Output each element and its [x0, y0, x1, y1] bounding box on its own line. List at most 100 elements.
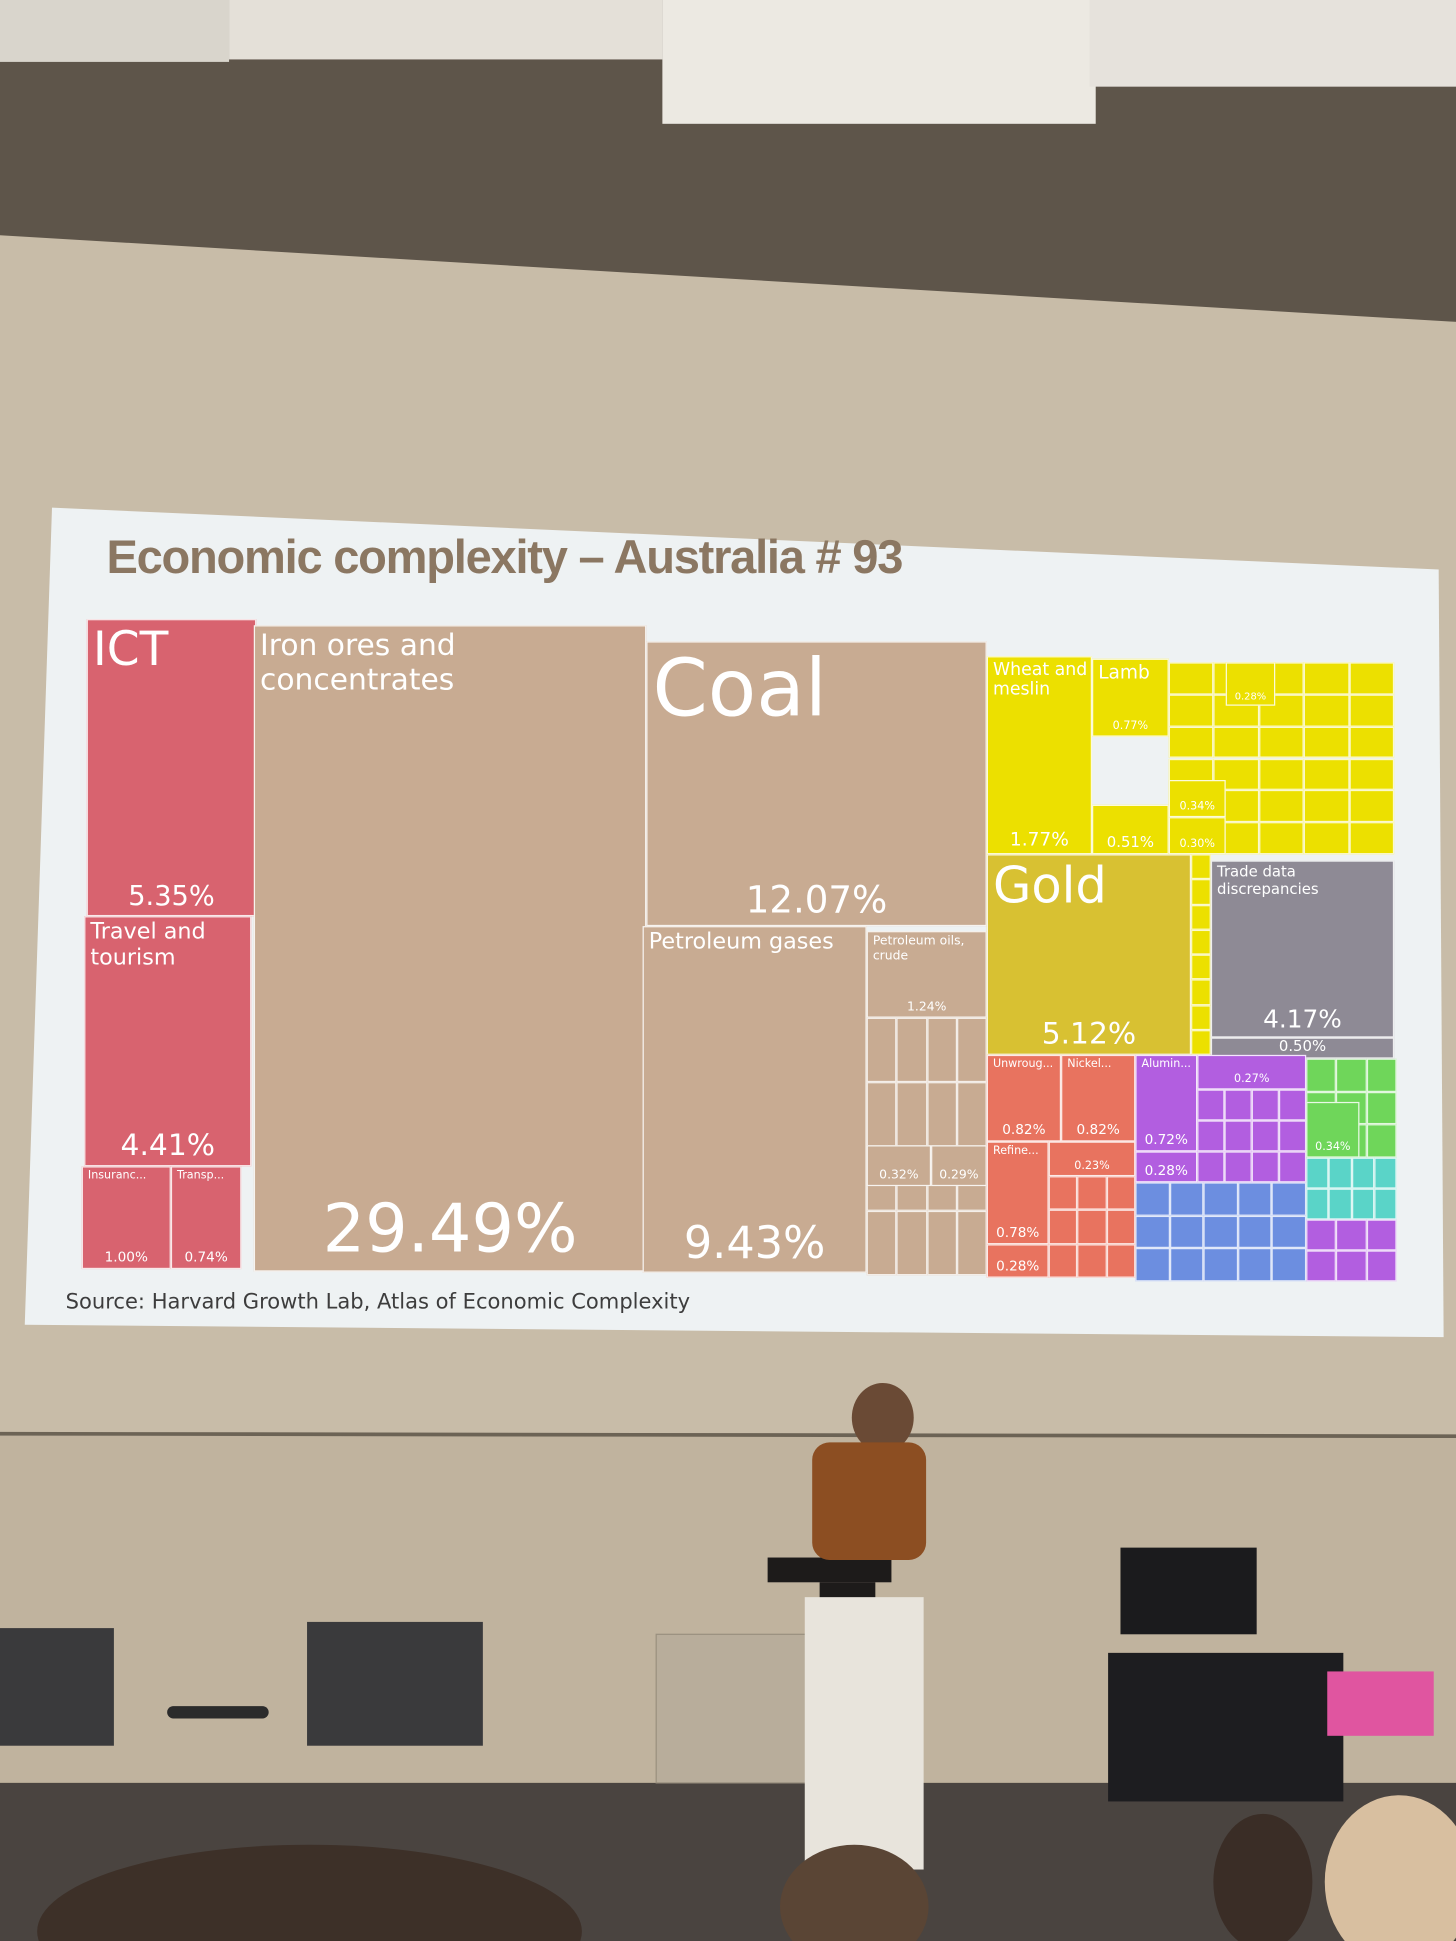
treemap-cell: 0.51% — [1092, 804, 1169, 855]
filler-cell — [1349, 822, 1395, 855]
filler-cell — [866, 1082, 897, 1147]
filler-cell — [1303, 790, 1350, 823]
cell-label: Travel and tourism — [90, 918, 206, 971]
cell-value-label: 29.49% — [322, 1189, 578, 1268]
filler-cell — [1349, 662, 1395, 695]
filler-cell — [1169, 1215, 1204, 1249]
filler-cell — [1077, 1210, 1107, 1244]
treemap-cell: ICT 5.35% — [86, 619, 257, 917]
cell-label: Trade data discrepancies — [1217, 862, 1319, 898]
filler-cell — [1077, 1243, 1107, 1278]
cell-value-label: 5.12% — [1041, 1016, 1137, 1052]
filler-cell — [956, 1017, 987, 1083]
filler-cell — [1272, 1248, 1307, 1282]
cell-value-label: 0.29% — [939, 1168, 979, 1183]
filler-cell — [1366, 1091, 1397, 1125]
filler-cell — [1349, 726, 1395, 759]
filler-cell — [1258, 790, 1304, 823]
filler-cell — [1237, 1215, 1273, 1249]
filler-cell — [1224, 1120, 1252, 1152]
filler-cell — [1278, 1151, 1307, 1183]
filler-cell — [1224, 1151, 1252, 1183]
filler-cell — [1272, 1215, 1307, 1249]
treemap-cell: Unwroug... 0.82% — [986, 1054, 1062, 1142]
filler-cell — [1191, 954, 1211, 980]
treemap-cell: Travel and tourism 4.41% — [84, 916, 252, 1167]
cell-value-label: 0.30% — [1179, 838, 1215, 851]
treemap-cell: 0.27% — [1197, 1054, 1307, 1090]
filler-cell — [1191, 1029, 1211, 1055]
treemap-cell: 0.23% — [1048, 1141, 1136, 1177]
filler-cell — [1251, 1120, 1279, 1152]
filler-cell — [1135, 1182, 1170, 1216]
cell-label: Nickel... — [1067, 1058, 1112, 1071]
filler-cell — [1306, 1219, 1337, 1251]
filler-cell — [1191, 854, 1211, 880]
filler-cell — [1278, 1089, 1307, 1121]
filler-cell — [1278, 1120, 1307, 1152]
cell-value-label: 9.43% — [683, 1218, 826, 1270]
filler-cell — [1349, 758, 1395, 791]
cell-value-label: 0.51% — [1106, 833, 1154, 851]
filler-cell — [1203, 1248, 1238, 1282]
filler-cell — [1191, 1004, 1211, 1030]
cell-label: Insuranc... — [87, 1170, 147, 1183]
cell-value-label: 0.72% — [1144, 1131, 1188, 1148]
treemap-cell: Alumin... 0.72% — [1135, 1054, 1198, 1152]
cell-value-label: 0.23% — [1074, 1160, 1110, 1173]
filler-cell — [1168, 662, 1214, 695]
filler-cell — [1349, 694, 1395, 727]
filler-cell — [1197, 1120, 1225, 1152]
filler-cell — [926, 1082, 957, 1147]
filler-cell — [1366, 1058, 1397, 1092]
filler-cell — [1077, 1176, 1107, 1211]
filler-cell — [926, 1210, 957, 1276]
treemap-cell: 0.29% — [931, 1145, 987, 1187]
treemap-cell: Coal 12.07% — [646, 641, 987, 927]
filler-cell — [896, 1082, 927, 1147]
treemap-cell: Insuranc... 1.00% — [81, 1166, 171, 1270]
filler-cell — [1306, 1188, 1329, 1220]
filler-cell — [1373, 1157, 1397, 1189]
filler-cell — [1237, 1248, 1273, 1282]
chart-source: Source: Harvard Growth Lab, Atlas of Eco… — [65, 1290, 691, 1315]
treemap-cell: 0.34% — [1306, 1101, 1360, 1158]
filler-cell — [1048, 1243, 1078, 1278]
treemap-cell: Wheat and meslin 1.77% — [986, 656, 1093, 855]
treemap-cell: Iron ores and concentrates 29.49% — [253, 625, 647, 1272]
treemap-cell: Transp... 0.74% — [170, 1166, 242, 1270]
filler-cell — [1106, 1176, 1136, 1211]
treemap-cell: 0.28% — [986, 1244, 1049, 1278]
filler-cell — [1306, 1157, 1329, 1189]
cell-value-label: 0.28% — [996, 1257, 1040, 1275]
filler-cell — [896, 1017, 927, 1083]
cell-value-label: 1.24% — [907, 1000, 947, 1015]
cell-value-label: 0.28% — [1234, 690, 1267, 703]
treemap-cell: 0.28% — [1225, 662, 1276, 706]
filler-cell — [1135, 1248, 1170, 1282]
treemap-cell: Nickel... 0.82% — [1061, 1054, 1136, 1142]
filler-cell — [956, 1210, 987, 1276]
filler-cell — [1258, 758, 1304, 791]
filler-cell — [1224, 1089, 1252, 1121]
filler-cell — [1366, 1219, 1397, 1251]
filler-cell — [1272, 1182, 1307, 1216]
filler-cell — [1048, 1210, 1078, 1244]
filler-cell — [1203, 1182, 1238, 1216]
filler-cell — [1168, 694, 1214, 727]
cell-value-label: 12.07% — [745, 879, 888, 923]
filler-cell — [1106, 1243, 1136, 1278]
filler-cell — [1191, 904, 1211, 930]
filler-cell — [1366, 1124, 1397, 1158]
cell-value-label: 0.34% — [1315, 1141, 1351, 1154]
cell-label: Petroleum oils, crude — [872, 934, 965, 963]
filler-cell — [866, 1210, 897, 1276]
cell-label: Transp... — [177, 1170, 225, 1183]
treemap-cell: 0.32% — [866, 1145, 932, 1187]
filler-cell — [1306, 1250, 1337, 1282]
cell-label: Petroleum gases — [648, 928, 834, 955]
filler-cell — [1106, 1210, 1136, 1244]
treemap-cell: Petroleum gases 9.43% — [642, 926, 867, 1273]
cell-value-label: 1.00% — [104, 1249, 148, 1266]
